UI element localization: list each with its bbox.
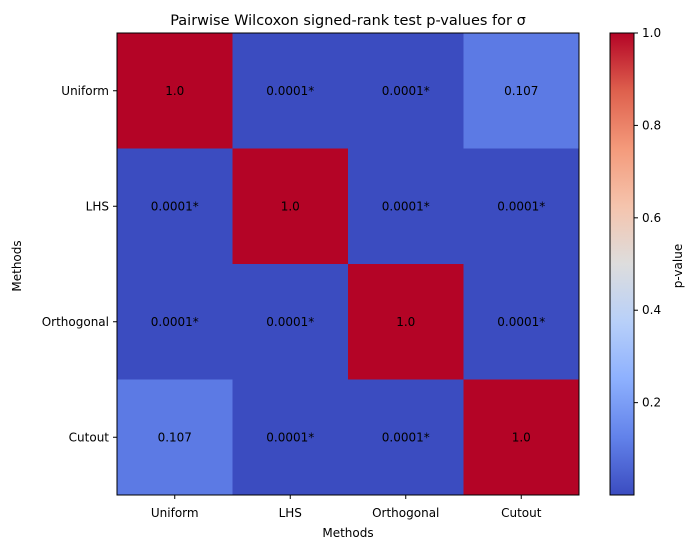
y-tick-label: Cutout — [69, 430, 110, 444]
x-tick-label: LHS — [279, 506, 302, 520]
cell-value-label: 0.0001* — [151, 315, 199, 329]
cell-value-label: 0.0001* — [497, 199, 545, 213]
plot-frame — [116, 32, 580, 496]
x-axis-ticks: Uniform LHS Orthogonal Cutout — [151, 495, 542, 520]
cell-value-label: 1.0 — [281, 199, 300, 213]
heatmap-cell-cutout-uniform — [117, 379, 233, 496]
colorbar-tick-label: 0.6 — [642, 211, 661, 225]
cell-value-label: 0.0001* — [382, 199, 430, 213]
heatmap-cell-orthogonal-uniform — [117, 264, 233, 380]
y-tick-label: Uniform — [61, 84, 109, 98]
heatmap-cell-lhs-cutout — [463, 148, 580, 265]
colorbar-tick-label: 0.8 — [642, 118, 661, 132]
heatmap-cell-uniform-orthogonal — [348, 33, 464, 149]
colorbar-tick-label: 0.4 — [642, 303, 661, 317]
heatmap-cell-uniform-cutout — [463, 33, 580, 149]
heatmap-cell-cutout-cutout — [463, 379, 580, 496]
cell-value-label: 0.0001* — [266, 430, 314, 444]
heatmap-cell-lhs-orthogonal — [348, 148, 464, 265]
colorbar-label: p-value — [671, 244, 685, 288]
cell-value-label: 1.0 — [165, 84, 184, 98]
heatmap-cell-lhs-uniform — [117, 148, 233, 265]
y-axis-ticks: Uniform LHS Orthogonal Cutout — [42, 84, 117, 444]
cell-value-label: 0.0001* — [497, 315, 545, 329]
cell-value-label: 1.0 — [512, 430, 531, 444]
x-tick-label: Orthogonal — [372, 506, 439, 520]
x-axis-label: Methods — [322, 526, 373, 540]
cell-value-label: 0.0001* — [382, 84, 430, 98]
heatmap-cell-lhs-lhs — [232, 148, 349, 265]
y-axis-label: Methods — [10, 240, 24, 291]
heatmap-cell-orthogonal-lhs — [232, 264, 349, 380]
heatmap-cell-orthogonal-cutout — [463, 264, 580, 380]
heatmap-cell-uniform-lhs — [232, 33, 349, 149]
x-tick-label: Uniform — [151, 506, 199, 520]
cell-value-label: 0.107 — [504, 84, 538, 98]
cell-value-label: 0.0001* — [266, 315, 314, 329]
y-tick-label: LHS — [86, 199, 109, 213]
heatmap-cell-uniform-uniform — [117, 33, 233, 149]
heatmap-cell-labels: 1.0 0.0001* 0.0001* 0.107 0.0001* 1.0 0.0001* 0… — [151, 84, 546, 445]
cell-value-label: 0.107 — [158, 430, 192, 444]
colorbar-tick-label: 1.0 — [642, 26, 661, 40]
chart-title: Pairwise Wilcoxon signed-rank test p-val… — [170, 13, 526, 29]
heatmap-cells — [117, 33, 580, 496]
x-tick-label: Cutout — [501, 506, 542, 520]
cell-value-label: 0.0001* — [151, 199, 199, 213]
colorbar — [609, 32, 635, 496]
cell-value-label: 0.0001* — [266, 84, 314, 98]
heatmap-cell-orthogonal-orthogonal — [348, 264, 464, 380]
cell-value-label: 1.0 — [396, 315, 415, 329]
colorbar-ticks: 0.2 0.4 0.6 0.8 1.0 — [634, 26, 661, 410]
heatmap-cell-cutout-lhs — [232, 379, 349, 496]
colorbar-tick-label: 0.2 — [642, 396, 661, 410]
y-tick-label: Orthogonal — [42, 315, 109, 329]
heatmap-cell-cutout-orthogonal — [348, 379, 464, 496]
cell-value-label: 0.0001* — [382, 430, 430, 444]
